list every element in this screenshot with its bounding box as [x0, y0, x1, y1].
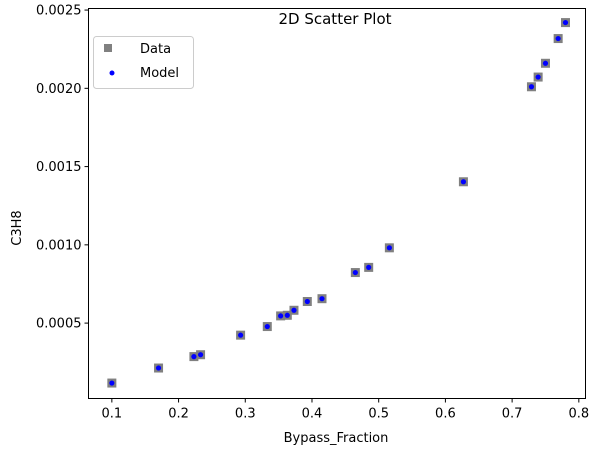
model-point-circle — [319, 296, 325, 302]
y-tick-label: 0.0025 — [36, 4, 82, 19]
legend-marker-data — [104, 44, 112, 52]
model-point-circle — [386, 245, 392, 251]
model-point-circle — [352, 269, 358, 276]
model-point-circle — [238, 332, 244, 338]
legend-frame — [93, 36, 194, 89]
model-point-circle — [264, 323, 270, 330]
x-tick-label: 0.6 — [435, 407, 456, 422]
legend: Data Model — [93, 36, 194, 89]
y-tick-label: 0.0020 — [36, 82, 82, 97]
model-point-circle — [109, 380, 115, 386]
data-points — [107, 18, 570, 388]
y-tick-label: 0.0015 — [36, 160, 82, 175]
x-tick-label: 0.4 — [302, 407, 323, 422]
model-point-circle — [197, 352, 204, 358]
plot-frame — [88, 8, 586, 399]
model-point-circle — [366, 264, 372, 270]
legend-label-model: Model — [140, 66, 179, 81]
model-point-circle — [155, 365, 162, 371]
model-point-circle — [555, 35, 561, 42]
x-axis-ticks: 0.1 0.2 0.3 0.4 0.5 0.6 0.7 0.8 — [102, 398, 589, 422]
model-point-circle — [291, 307, 297, 313]
y-tick-label: 0.0010 — [36, 238, 82, 253]
model-point-circle — [535, 74, 541, 80]
chart-title: 2D Scatter Plot — [278, 10, 391, 28]
model-point-circle — [460, 179, 467, 185]
x-axis-label: Bypass_Fraction — [284, 431, 389, 446]
model-point-circle — [191, 353, 197, 360]
x-tick-label: 0.8 — [568, 407, 589, 422]
y-axis-ticks: 0.0005 0.0010 0.0015 0.0020 0.0025 — [36, 4, 89, 332]
model-point-circle — [304, 298, 310, 305]
legend-label-data: Data — [140, 42, 171, 57]
legend-marker-model — [109, 70, 115, 76]
model-point-circle — [562, 19, 569, 26]
x-tick-label: 0.2 — [168, 407, 189, 422]
x-tick-label: 0.5 — [368, 407, 389, 422]
model-point-circle — [278, 313, 284, 319]
x-tick-label: 0.7 — [502, 407, 523, 422]
y-axis-label: C3H8 — [10, 210, 25, 245]
model-point-circle — [542, 60, 549, 66]
x-tick-label: 0.3 — [235, 407, 256, 422]
x-tick-label: 0.1 — [102, 407, 123, 422]
y-tick-label: 0.0005 — [36, 317, 82, 332]
model-point-circle — [284, 312, 290, 318]
model-point-circle — [528, 84, 535, 90]
